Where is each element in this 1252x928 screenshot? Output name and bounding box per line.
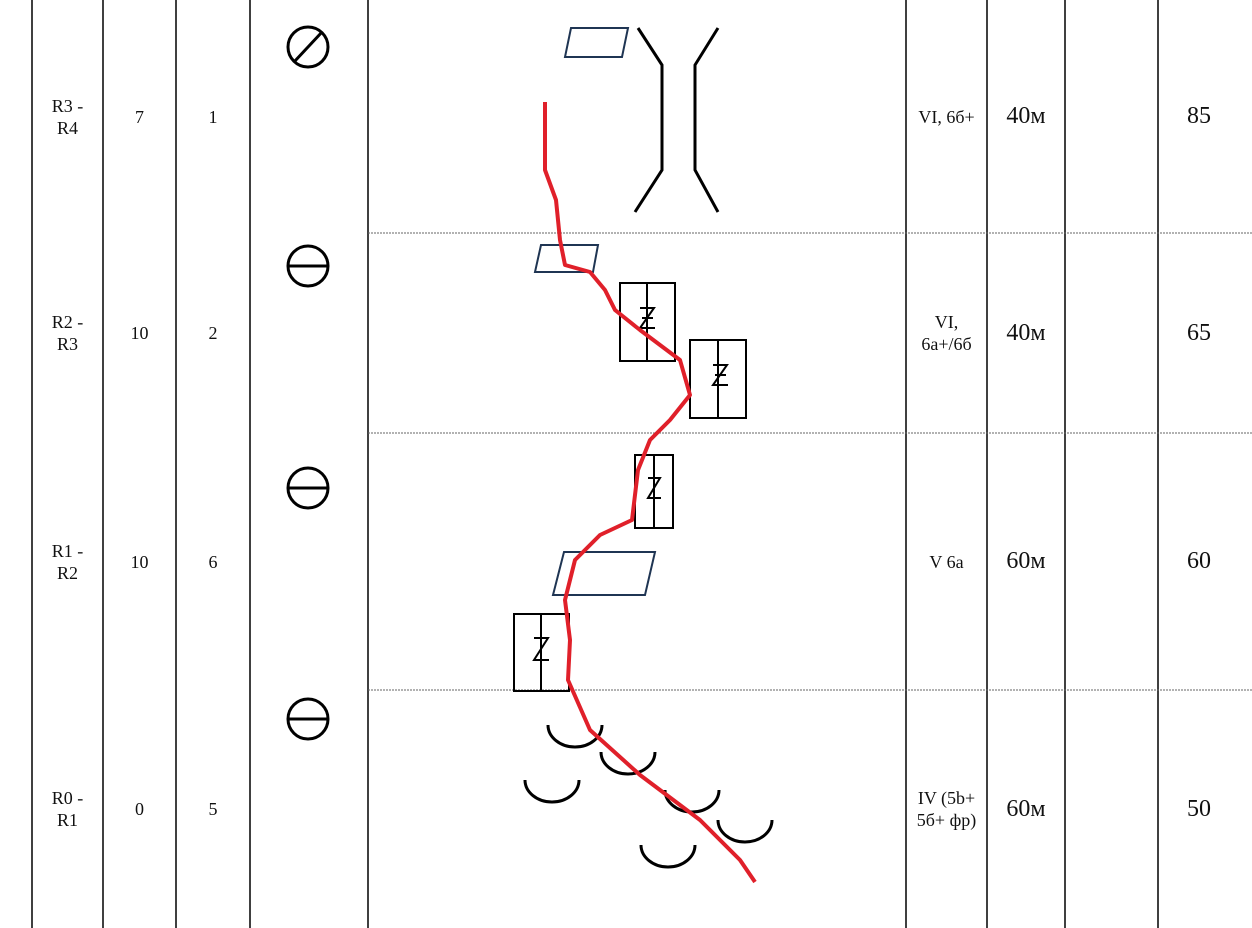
route-line — [543, 102, 757, 884]
cell: R3 - R4 — [32, 0, 103, 233]
grade: V 6а — [929, 551, 964, 572]
bolts: 0 — [135, 799, 144, 819]
cell: 6 — [176, 433, 250, 690]
angle: 65 — [1187, 319, 1211, 346]
ledges — [533, 27, 657, 596]
length: 40м — [1006, 319, 1046, 346]
row-lines — [368, 232, 1252, 691]
grade: IV (5b+ 5б+ фр) — [916, 788, 977, 830]
pitch: 1 — [208, 106, 218, 127]
cell: 0 — [103, 690, 176, 928]
cell: 10 — [103, 433, 176, 690]
bolts: 7 — [135, 106, 144, 127]
cell: VI, 6а+/6б — [906, 233, 987, 433]
length: 40м — [1006, 103, 1046, 129]
cell: V 6а — [906, 433, 987, 690]
section: R2 - R3 — [51, 312, 84, 354]
pitch: 5 — [208, 799, 218, 819]
section: R1 - R2 — [51, 540, 84, 583]
section: R3 - R4 — [51, 95, 84, 138]
pitch: 6 — [208, 551, 218, 572]
cell: IV (5b+ 5б+ фр) — [906, 690, 987, 928]
cell: 60 — [1158, 433, 1240, 690]
cell: 5 — [176, 690, 250, 928]
cell: R2 - R3 — [32, 233, 103, 433]
cell: 85 — [1158, 0, 1240, 233]
chimney — [633, 27, 720, 213]
cell: 7 — [103, 0, 176, 233]
angle: 85 — [1187, 103, 1211, 129]
grade: VI, 6а+/6б — [921, 312, 972, 354]
cell: 2 — [176, 233, 250, 433]
pitch: 2 — [208, 323, 218, 343]
cell: 40м — [987, 233, 1065, 433]
cell: 10 — [103, 233, 176, 433]
cell: VI, 6б+ — [906, 0, 987, 233]
cell: 60м — [987, 433, 1065, 690]
column-lines — [31, 0, 1159, 928]
bolts: 10 — [130, 551, 149, 572]
angle: 50 — [1187, 795, 1211, 822]
length: 60м — [1006, 548, 1046, 574]
angle: 60 — [1187, 548, 1211, 574]
cell: R1 - R2 — [32, 433, 103, 690]
bolts: 10 — [130, 323, 149, 343]
cell: 1 — [176, 0, 250, 233]
cell: 40м — [987, 0, 1065, 233]
cell: 65 — [1158, 233, 1240, 433]
length: 60м — [1006, 795, 1046, 822]
crack-boxes — [513, 282, 747, 692]
overhang-arcs — [523, 724, 774, 869]
grade: VI, 6б+ — [918, 106, 975, 127]
cell: R0 - R1 — [32, 690, 103, 928]
section: R0 - R1 — [51, 788, 84, 830]
symbols — [286, 25, 330, 741]
cell: 50 — [1158, 690, 1240, 928]
cell: 60м — [987, 690, 1065, 928]
